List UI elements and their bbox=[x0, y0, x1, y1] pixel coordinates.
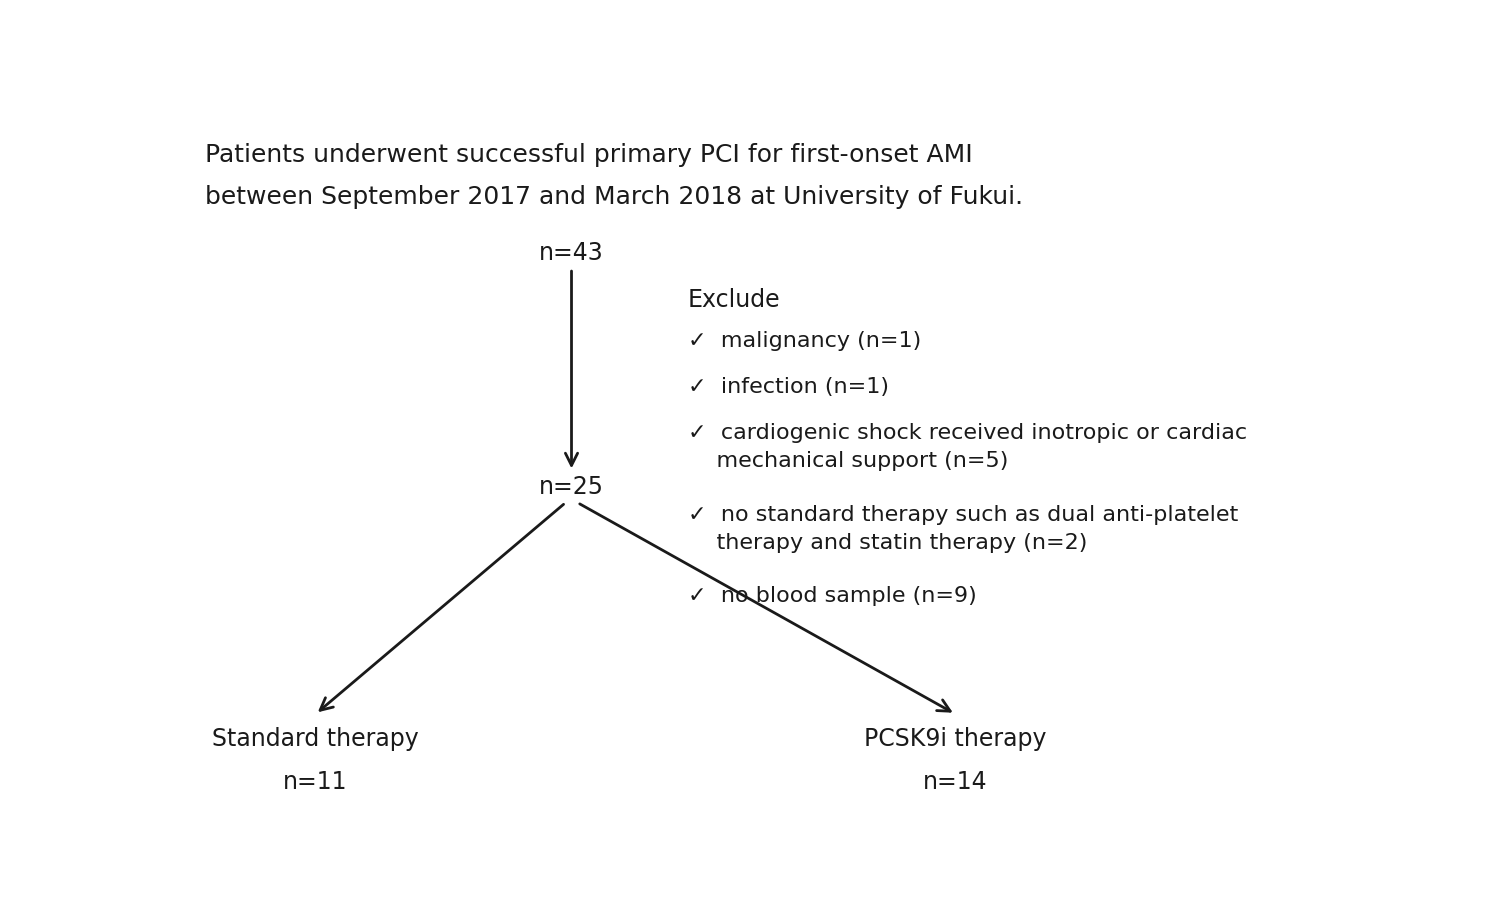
Text: Patients underwent successful primary PCI for first-onset AMI: Patients underwent successful primary PC… bbox=[206, 143, 973, 167]
Text: Standard therapy: Standard therapy bbox=[212, 727, 419, 751]
Text: ✓  no standard therapy such as dual anti-platelet
    therapy and statin therapy: ✓ no standard therapy such as dual anti-… bbox=[687, 504, 1238, 552]
Text: ✓  no blood sample (n=9): ✓ no blood sample (n=9) bbox=[687, 586, 977, 607]
Text: n=14: n=14 bbox=[923, 770, 988, 794]
Text: PCSK9i therapy: PCSK9i therapy bbox=[865, 727, 1046, 751]
Text: Exclude: Exclude bbox=[687, 288, 781, 313]
Text: n=11: n=11 bbox=[284, 770, 348, 794]
Text: n=25: n=25 bbox=[539, 475, 603, 499]
Text: ✓  malignancy (n=1): ✓ malignancy (n=1) bbox=[687, 331, 922, 350]
Text: ✓  infection (n=1): ✓ infection (n=1) bbox=[687, 377, 889, 396]
Text: n=43: n=43 bbox=[539, 241, 603, 265]
Text: between September 2017 and March 2018 at University of Fukui.: between September 2017 and March 2018 at… bbox=[206, 185, 1024, 209]
Text: ✓  cardiogenic shock received inotropic or cardiac
    mechanical support (n=5): ✓ cardiogenic shock received inotropic o… bbox=[687, 423, 1247, 471]
